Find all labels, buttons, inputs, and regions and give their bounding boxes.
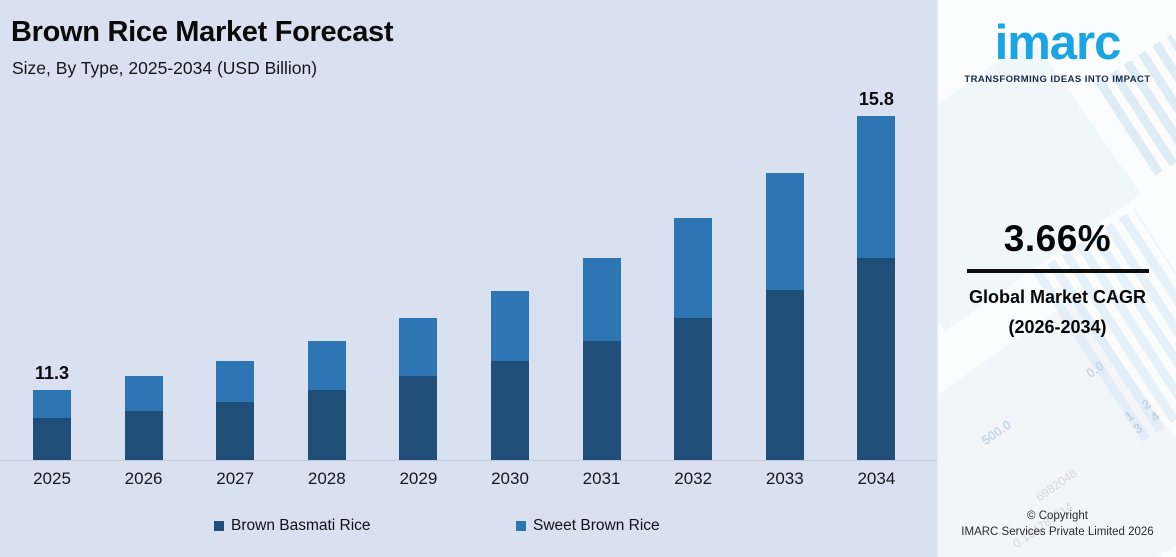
bar-2025-sweet-brown-rice	[33, 390, 71, 418]
legend-label: Sweet Brown Rice	[533, 517, 660, 534]
bar-2033	[765, 173, 804, 460]
bar-2031-sweet-brown-rice	[582, 258, 621, 341]
bar-2030	[491, 291, 529, 460]
chart-title: Brown Rice Market Forecast	[11, 16, 394, 48]
x-tick-2029: 2029	[399, 469, 438, 488]
cagr-label-line1: Global Market CAGR	[968, 287, 1147, 307]
bar-2033-sweet-brown-rice	[765, 173, 804, 290]
x-tick-2031: 2031	[582, 469, 621, 488]
side-panel: 500.0 0.0 1 2 3 4 6982048 0.134785714 im…	[937, 0, 1176, 557]
bar-2025-brown-basmati-rice	[33, 418, 71, 460]
bar-2034-brown-basmati-rice	[857, 258, 896, 460]
imarc-logo-text: imarc	[994, 16, 1122, 70]
x-tick-2033: 2033	[765, 469, 804, 488]
bar-2031-brown-basmati-rice	[582, 341, 621, 460]
cagr-value: 3.66%	[1003, 218, 1112, 259]
bar-2025	[33, 390, 71, 460]
cagr-block: 3.66% Global Market CAGR (2026-2034)	[938, 218, 1176, 342]
x-tick-2030: 2030	[491, 469, 529, 488]
imarc-logo: imarc TRANSFORMING IDEAS INTO IMPACT	[938, 6, 1176, 85]
bar-2028-brown-basmati-rice	[307, 390, 346, 460]
bar-2033-brown-basmati-rice	[765, 290, 804, 460]
bar-2027-brown-basmati-rice	[216, 402, 255, 460]
legend-label: Brown Basmati Rice	[231, 517, 371, 534]
bar-2026	[124, 376, 163, 460]
bar-2034	[857, 116, 896, 460]
x-tick-2028: 2028	[307, 469, 346, 488]
bar-2032-sweet-brown-rice	[674, 218, 713, 318]
copyright-line2: IMARC Services Private Limited 2026	[961, 526, 1154, 539]
copyright-line1: © Copyright	[1027, 510, 1088, 522]
bar-value-2034: 15.8	[858, 89, 894, 109]
cagr-label-line2: (2026-2034)	[1008, 316, 1107, 337]
bar-2031	[582, 258, 621, 460]
bar-2030-brown-basmati-rice	[491, 361, 529, 460]
bar-2030-sweet-brown-rice	[491, 291, 529, 361]
cagr-underline	[966, 269, 1149, 273]
legend-item-sweet-brown-rice: Sweet Brown Rice	[516, 517, 660, 535]
legend-swatch-dark	[214, 521, 224, 531]
bar-plot: 11.3 15.8	[33, 89, 896, 460]
legend-swatch-light	[516, 521, 526, 531]
bar-2034-sweet-brown-rice	[857, 116, 896, 258]
bar-2029-sweet-brown-rice	[399, 318, 438, 376]
x-tick-2025: 2025	[33, 469, 71, 488]
bar-2032-brown-basmati-rice	[674, 318, 713, 460]
bar-2029-brown-basmati-rice	[399, 376, 438, 460]
bar-2032	[674, 218, 713, 460]
bar-value-2025: 11.3	[34, 363, 70, 383]
bar-2027	[216, 361, 255, 460]
chart-section: Brown Rice Market Forecast Size, By Type…	[0, 16, 937, 535]
bar-2029	[399, 318, 438, 460]
bar-2026-sweet-brown-rice	[124, 376, 163, 411]
bar-2028	[307, 341, 346, 460]
x-tick-2027: 2027	[216, 469, 255, 488]
x-tick-2034: 2034	[857, 469, 896, 488]
imarc-tagline: TRANSFORMING IDEAS INTO IMPACT	[964, 73, 1151, 85]
x-tick-2026: 2026	[124, 469, 163, 488]
bar-2027-sweet-brown-rice	[216, 361, 255, 402]
chart-subtitle: Size, By Type, 2025-2034 (USD Billion)	[12, 58, 318, 78]
x-tick-2032: 2032	[674, 469, 713, 488]
x-axis-line	[0, 460, 937, 461]
legend-item-brown-basmati-rice: Brown Basmati Rice	[214, 517, 371, 535]
bar-2028-sweet-brown-rice	[307, 341, 346, 390]
copyright: © Copyright IMARC Services Private Limit…	[938, 508, 1176, 540]
bar-2026-brown-basmati-rice	[124, 411, 163, 460]
